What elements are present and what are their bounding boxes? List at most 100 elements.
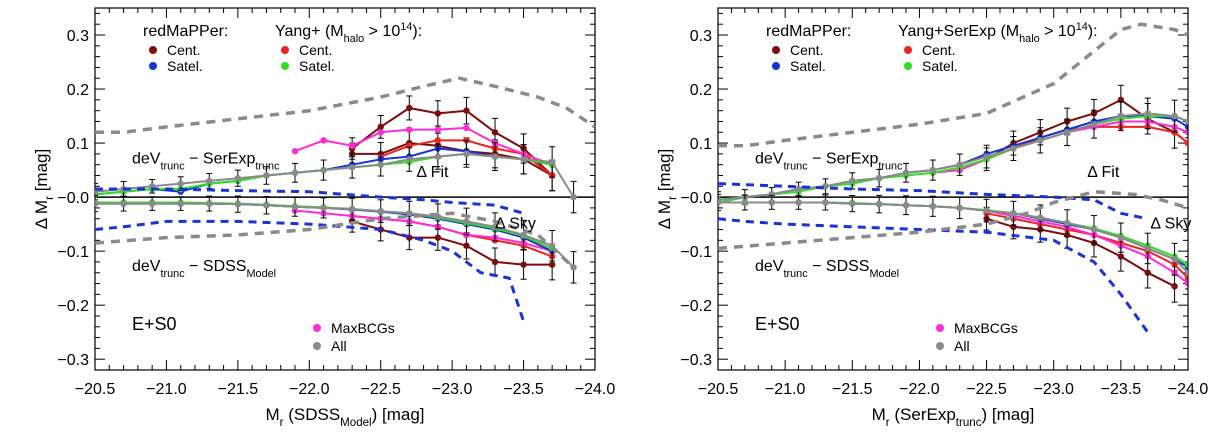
data-point bbox=[491, 258, 499, 266]
x-tick-label: −23.5 bbox=[1101, 381, 1142, 398]
data-point bbox=[1144, 110, 1151, 117]
data-point bbox=[491, 153, 499, 160]
x-tick-label: −21.0 bbox=[146, 381, 187, 398]
data-point bbox=[320, 166, 327, 174]
data-point bbox=[956, 161, 963, 168]
legend-marker-satel bbox=[149, 62, 157, 70]
series-line-maxbcgs-sky bbox=[959, 206, 1188, 285]
data-point bbox=[206, 177, 213, 185]
legend-marker-cent bbox=[772, 46, 780, 54]
data-point bbox=[1063, 219, 1071, 227]
data-point bbox=[1090, 226, 1098, 233]
data-point bbox=[491, 223, 499, 231]
y-tick-label: 0.3 bbox=[67, 28, 89, 45]
annotation-sample: E+S0 bbox=[132, 314, 177, 334]
data-point bbox=[1171, 112, 1178, 120]
annotation-top-label: deVtrunc − SerExptrunc bbox=[132, 151, 280, 173]
data-point bbox=[548, 158, 556, 166]
legend-label-maxbcgs: MaxBCGs bbox=[331, 320, 395, 336]
data-point bbox=[1184, 139, 1188, 147]
data-point bbox=[520, 231, 527, 239]
x-tick-label: −21.5 bbox=[218, 381, 259, 398]
data-point bbox=[291, 203, 299, 211]
data-point bbox=[741, 199, 749, 206]
data-point bbox=[822, 199, 829, 206]
data-point bbox=[234, 200, 242, 208]
data-point bbox=[875, 174, 883, 182]
data-point bbox=[849, 177, 856, 185]
data-point bbox=[1184, 123, 1188, 131]
data-point bbox=[520, 261, 527, 268]
legend-label-satel: Satel. bbox=[167, 58, 203, 74]
data-point bbox=[148, 200, 156, 207]
data-point bbox=[1144, 269, 1151, 276]
annotation-fit: Δ Fit bbox=[416, 164, 449, 181]
data-point bbox=[902, 202, 910, 209]
data-point bbox=[377, 129, 384, 136]
legend-label-yang-satel: Satel. bbox=[922, 58, 958, 74]
legend-label-all: All bbox=[954, 338, 970, 354]
legend-marker-yang-cent bbox=[281, 46, 289, 54]
data-point bbox=[1117, 234, 1125, 241]
data-point bbox=[570, 264, 577, 271]
series-line-redmapper-cent-sky bbox=[351, 220, 553, 266]
legend-marker-satel bbox=[772, 62, 780, 70]
x-tick-label: −23.5 bbox=[503, 381, 544, 398]
x-tick-label: −22.0 bbox=[289, 381, 330, 398]
data-point bbox=[177, 200, 184, 207]
data-point bbox=[291, 147, 299, 155]
series-line-sky-band-blue-upper bbox=[718, 182, 1148, 221]
y-tick-label: 0.1 bbox=[690, 136, 712, 153]
legend-marker-yang-satel bbox=[904, 62, 912, 70]
data-point bbox=[548, 261, 556, 268]
x-axis-label: Mr (SerExptrunc) [mag] bbox=[872, 405, 1035, 429]
data-point bbox=[491, 129, 499, 136]
y-tick-label: −0.3 bbox=[57, 352, 89, 369]
data-point bbox=[1117, 112, 1125, 120]
data-point bbox=[1010, 145, 1017, 152]
data-point bbox=[1117, 253, 1125, 260]
series-line-redmapper-satel-fit bbox=[718, 115, 1188, 204]
data-point bbox=[177, 180, 184, 187]
x-tick-label: −22.5 bbox=[966, 381, 1007, 398]
series-line-redmapper-cent-sky bbox=[986, 217, 1176, 288]
data-point bbox=[983, 207, 990, 214]
data-point bbox=[1171, 283, 1178, 290]
data-point bbox=[263, 202, 270, 209]
series-line-yang-cent-fit bbox=[986, 125, 1188, 161]
series-line-sky-band-gray-lower bbox=[95, 211, 575, 269]
x-axis-label: Mr (SDSSModel) [mag] bbox=[265, 405, 424, 429]
panel-right: −20.5 −21.0 −21.5 −22.0 −22.5 −23.0 −23.5 −24.0… bbox=[655, 7, 1208, 429]
series-line-all-fit bbox=[95, 152, 575, 198]
data-point bbox=[291, 169, 299, 176]
x-tick-label: −20.5 bbox=[698, 381, 739, 398]
data-point bbox=[929, 166, 937, 174]
legend-title-yang: Yang+SerExp (Mhalo > 1014): bbox=[898, 21, 1098, 45]
data-point bbox=[1037, 214, 1044, 221]
series-line-redmapper-cent-fit-bright bbox=[351, 107, 553, 177]
y-tick-label: 0.2 bbox=[67, 82, 89, 99]
series-line-maxbcgs-sky bbox=[294, 209, 553, 253]
x-tick-label: −22.5 bbox=[360, 381, 401, 398]
data-point bbox=[263, 172, 270, 179]
data-point bbox=[1090, 120, 1098, 128]
annotation-sky: Δ Sky bbox=[1150, 215, 1191, 232]
data-point bbox=[377, 123, 384, 131]
data-point bbox=[434, 153, 442, 160]
data-point bbox=[1184, 118, 1188, 125]
data-point bbox=[1171, 256, 1178, 263]
series-line-all-sky bbox=[95, 202, 575, 269]
data-point bbox=[795, 185, 802, 193]
y-tick-label: 0.3 bbox=[690, 28, 712, 45]
legend-label-all: All bbox=[331, 338, 347, 354]
legend-label-cent: Cent. bbox=[790, 42, 823, 58]
x-tick-label: −20.5 bbox=[75, 381, 116, 398]
x-tick-label: −23.0 bbox=[432, 381, 473, 398]
data-point bbox=[875, 200, 883, 208]
data-point bbox=[1010, 210, 1017, 217]
data-point bbox=[434, 126, 442, 133]
y-tick-label: −0.1 bbox=[57, 244, 89, 261]
series-group bbox=[718, 22, 1188, 334]
